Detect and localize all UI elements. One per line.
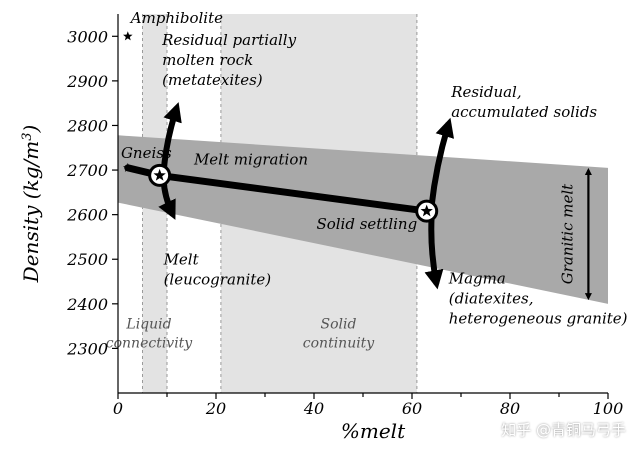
y-tick-label: 2400 — [66, 295, 108, 314]
annotation-magma: Magma (diatexites, heterogeneous granite) — [448, 269, 628, 327]
process-arrow-2 — [428, 117, 455, 207]
y-axis-label-main: Density (kg/m — [19, 141, 43, 284]
annotation-line: Residual partially — [161, 31, 297, 49]
melt-migration-node-star — [153, 168, 166, 181]
zone-label-line: connectivity — [106, 335, 194, 351]
zone-label-0: Liquid connectivity — [106, 316, 194, 351]
process-arrow-3 — [424, 216, 444, 290]
annotation-line: (diatexites, — [449, 289, 534, 307]
zone-label-line: Liquid — [125, 316, 171, 332]
annotation-line: (metatexites) — [162, 71, 263, 89]
annotation-melt-migration: Melt migration — [193, 151, 308, 169]
axes-layer: 2300 2400 2500 2600 2700 2800 2900 3000 0 20 40 60 8… — [19, 14, 623, 443]
annotation-line: accumulated solids — [451, 103, 597, 121]
x-tick-label: 40 — [303, 399, 324, 418]
y-tick-label: 2600 — [66, 206, 108, 225]
y-tick-label: 2300 — [66, 339, 108, 358]
annotation-residual: Residual, accumulated solids — [450, 83, 597, 121]
x-tick-label: 80 — [500, 399, 520, 418]
annotation-line: molten rock — [162, 51, 253, 69]
y-tick-label: 2500 — [66, 250, 108, 269]
marks-layer: Granitic melt — [123, 31, 592, 301]
y-axis-label-sup: 3 — [20, 132, 35, 140]
density-band — [118, 135, 608, 304]
annotation-line: Residual, — [450, 83, 521, 101]
y-tick-label: 2800 — [66, 116, 108, 135]
annotation-line: Magma — [448, 269, 506, 287]
amphibolite-star-marker — [123, 31, 133, 41]
annotation-line: Gneiss — [121, 144, 172, 162]
x-tick-label: 0 — [113, 399, 123, 418]
y-axis-label-close: ) — [19, 125, 43, 134]
annotation-melt: Melt (leucogranite) — [163, 251, 272, 289]
y-tick-label: 3000 — [67, 27, 108, 46]
x-tick-label: 100 — [593, 399, 624, 418]
y-axis-label: Density (kg/m3) — [19, 125, 43, 284]
watermark: 知乎 @青铜马弓手 — [501, 421, 626, 439]
annotation-line: Solid settling — [316, 215, 417, 233]
zone-label-line: Solid — [321, 316, 357, 332]
annotation-residual-partially: Residual partially molten rock (metatexite… — [161, 31, 297, 89]
annotation-line: Melt migration — [193, 151, 308, 169]
annotation-solid-settling: Solid settling — [316, 215, 417, 233]
x-tick-label: 20 — [205, 399, 226, 418]
zone-label-1: Solid continuity — [303, 316, 376, 351]
annotation-amphibolite: Amphibolite — [129, 9, 223, 27]
gneiss-star-marker — [123, 162, 133, 172]
annotation-layer: Amphibolite Residual partially molten rock… — [121, 9, 628, 327]
annotation-gneiss: Gneiss — [121, 144, 172, 162]
x-tick-label: 60 — [402, 399, 422, 418]
annotation-line: heterogeneous granite) — [449, 309, 628, 327]
y-tick-label: 2700 — [66, 161, 108, 180]
y-tick-label: 2900 — [66, 72, 108, 91]
annotation-line: Amphibolite — [129, 9, 223, 27]
x-axis-label: %melt — [341, 419, 406, 443]
annotation-line: (leucogranite) — [164, 271, 272, 289]
solid-settling-node-star — [420, 204, 433, 217]
annotation-line: Melt — [163, 251, 200, 269]
band-layer — [118, 135, 608, 304]
granitic-melt-label: Granitic melt — [558, 183, 576, 284]
zone-label-line: continuity — [303, 335, 376, 351]
